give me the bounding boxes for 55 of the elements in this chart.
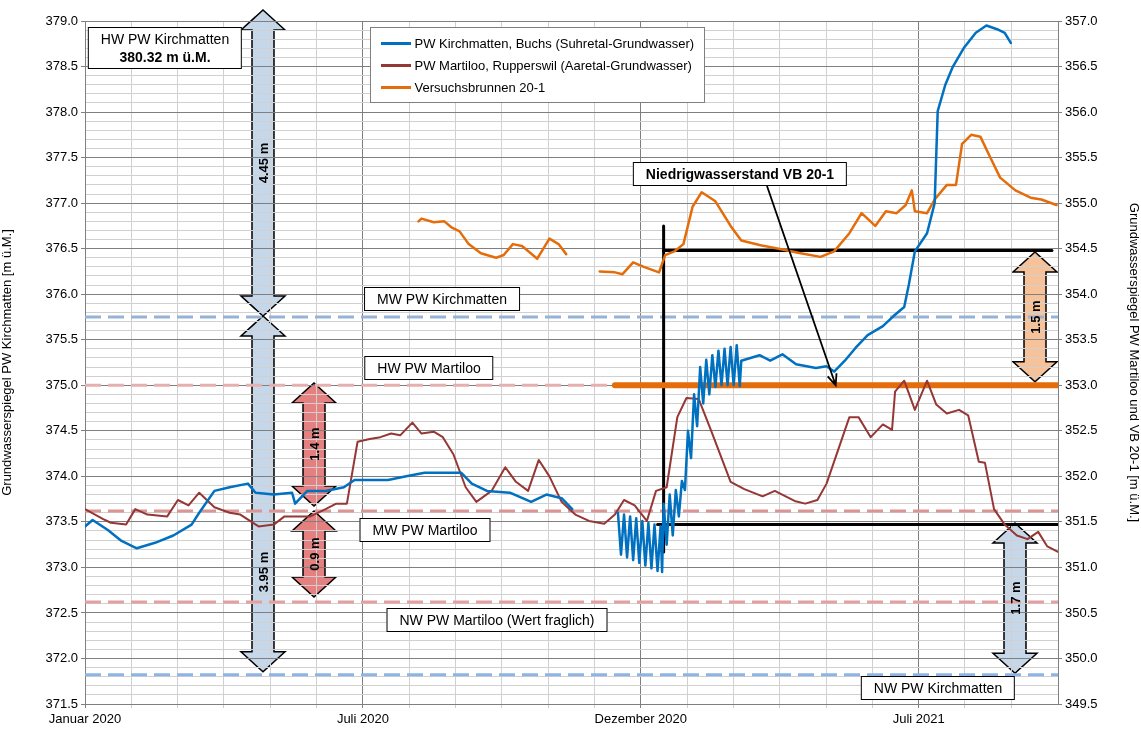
x-tick-label: Januar 2020 [48,711,122,727]
y-tick-label: 377.0 [45,194,78,210]
y2-tick-label: 352.5 [1065,422,1098,438]
ref-line-label: NW PW Martiloo (Wert fraglich) [386,608,608,632]
ref-line-label: MW PW Kirchmatten [364,287,520,311]
x-tick-label: Juli 2020 [336,711,389,727]
y-tick-label: 376.0 [45,285,78,301]
y-tick-label: 373.5 [45,513,78,529]
legend-label: PW Martiloo, Rupperswil (Aaretal-Grundwasser) [414,57,692,73]
annotation: 0.9 m [306,537,322,571]
x-tick-label: Juli 2021 [892,711,945,727]
ref-line-label: HW PW Martiloo [364,356,494,380]
y-tick-label: 375.0 [45,376,78,392]
y2-tick-label: 350.0 [1065,650,1098,666]
y2-tick-label: 355.0 [1065,194,1098,210]
y2-tick-label: 355.5 [1065,149,1098,165]
y2-tick-label: 350.5 [1065,604,1098,620]
y2-tick-label: 357.0 [1065,12,1098,28]
y2-tick-label: 349.5 [1065,695,1098,711]
y-tick-label: 372.5 [45,604,78,620]
y-tick-label: 377.5 [45,149,78,165]
ref-line-label: MW PW Martiloo [359,518,491,542]
x-tick-label: Dezember 2020 [594,711,688,727]
y-tick-label: 378.5 [45,58,78,74]
annotation: Niedrigwasserstand VB 20-1 [632,162,848,186]
legend-label: Versuchsbrunnen 20-1 [414,79,546,95]
y2-tick-label: 352.0 [1065,467,1098,483]
y2-tick-label: 356.0 [1065,103,1098,119]
y2-tick-label: 351.5 [1065,513,1098,529]
y-tick-label: 371.5 [45,695,78,711]
annotation: 1.4 m [306,427,322,462]
y-tick-label: 376.5 [45,240,78,256]
y-axis-title: Grundwasserspiegel PW Kirchmatten [m ü.M.] [0,229,15,496]
y-tick-label: 379.0 [45,12,78,28]
y2-tick-label: 351.0 [1065,558,1098,574]
y-tick-label: 374.0 [45,467,78,483]
y-tick-label: 372.0 [45,650,78,666]
annotation: 380.32 m ü.M. [118,48,212,66]
annotation: 3.95 m [255,552,271,593]
y2-tick-label: 354.5 [1065,240,1098,256]
ref-line-label: NW PW Kirchmatten [860,676,1016,700]
y2-tick-label: 353.0 [1065,376,1098,392]
annotation: HW PW Kirchmatten [100,30,230,48]
annotation: 1.7 m [1007,581,1023,615]
legend-label: PW Kirchmatten, Buchs (Suhretal-Grundwasser) [414,35,695,51]
y2-tick-label: 356.5 [1065,58,1098,74]
y-tick-label: 378.0 [45,103,78,119]
y-tick-label: 375.5 [45,331,78,347]
annotation: 4.45 m [255,142,271,184]
y2-tick-label: 354.0 [1065,285,1098,301]
annotation: 1.5 m [1027,300,1043,334]
y2-axis-title: Grundwasserspiegel PW Martiloo und VB 20-1 [m ü.M.] [1126,202,1141,523]
y-tick-label: 374.5 [45,422,78,438]
y2-tick-label: 353.5 [1065,331,1098,347]
y-tick-label: 373.0 [45,558,78,574]
